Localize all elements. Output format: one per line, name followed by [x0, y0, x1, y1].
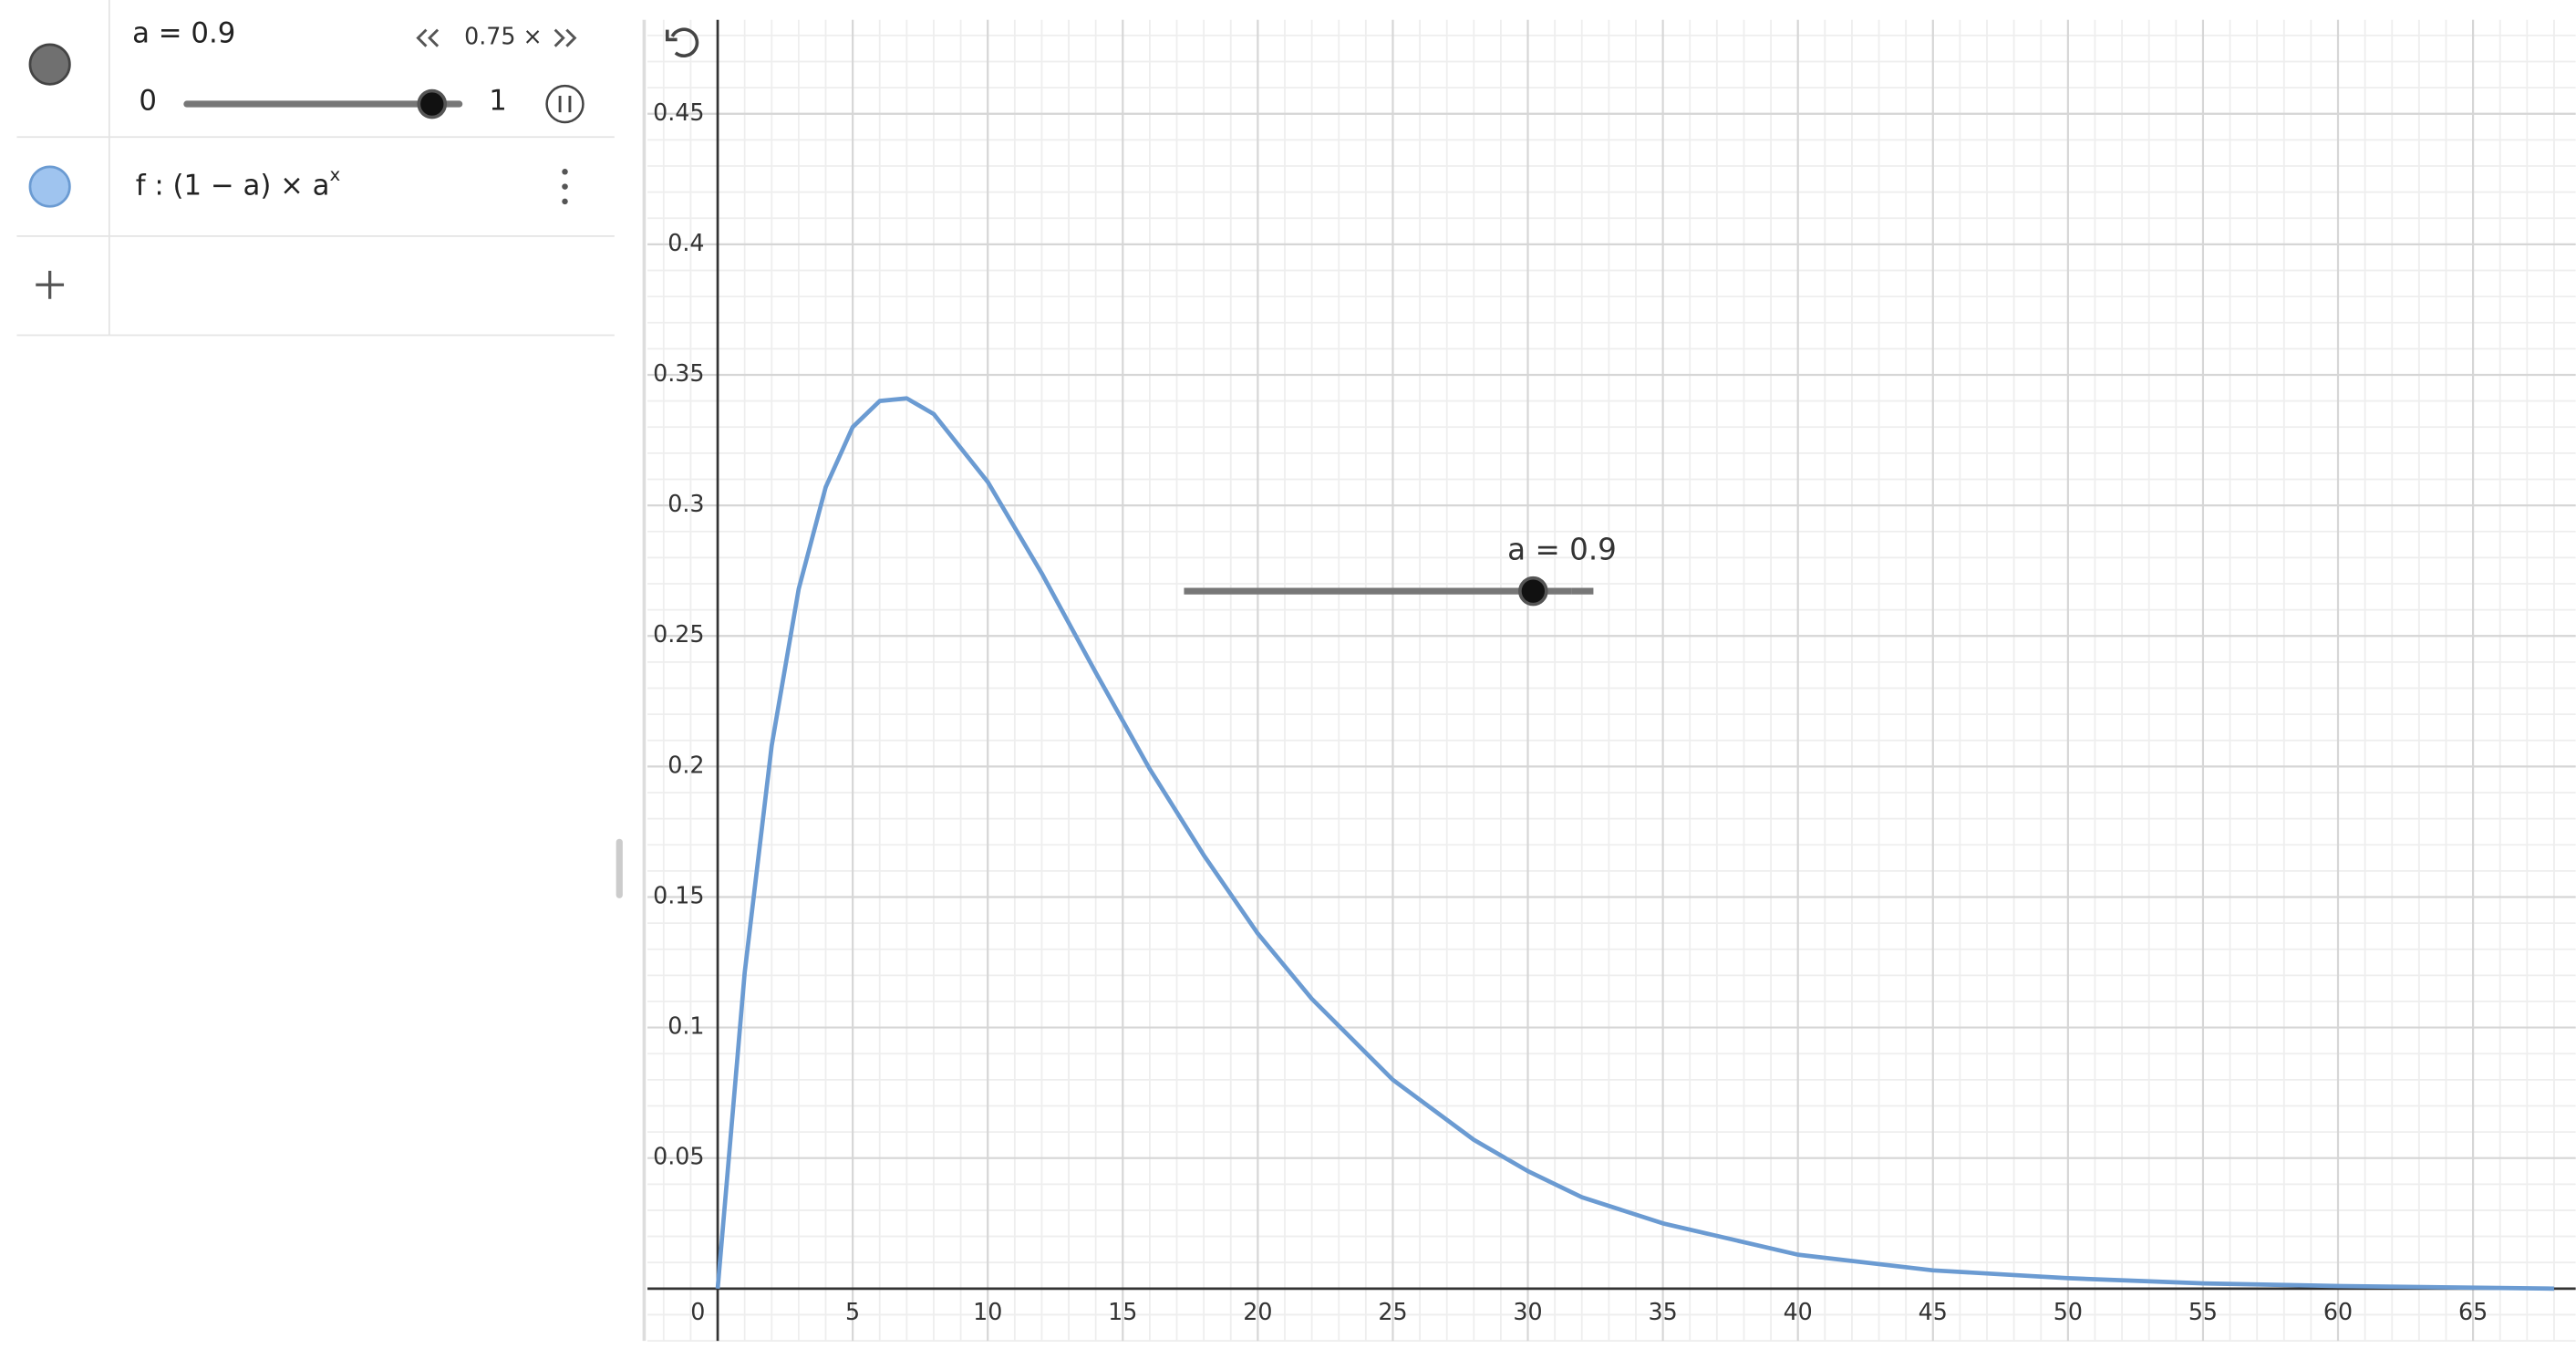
- slider-min: 0: [139, 85, 157, 118]
- x-tick-label: 5: [845, 1298, 860, 1325]
- x-tick-label: 30: [1513, 1298, 1542, 1325]
- x-tick-label: 65: [2458, 1298, 2488, 1325]
- plot: [715, 396, 2554, 1292]
- y-tick-label: 0.35: [653, 359, 704, 387]
- x-tick-label: 40: [1784, 1298, 1813, 1325]
- y-tick-label: 0.4: [667, 229, 704, 256]
- y-tick-label: 0.1: [667, 1012, 704, 1040]
- origin-label: 0: [690, 1298, 705, 1325]
- x-tick-label: 55: [2188, 1298, 2218, 1325]
- y-tick-label: 0.25: [653, 620, 704, 648]
- y-tick-label: 0.15: [653, 881, 704, 908]
- visibility-toggle[interactable]: [28, 165, 71, 208]
- y-tick-label: 0.2: [667, 751, 704, 778]
- undo-button[interactable]: [665, 27, 699, 57]
- y-tick-label: 0.3: [667, 490, 704, 517]
- x-tick-label: 20: [1243, 1298, 1272, 1325]
- add-input[interactable]: [36, 270, 65, 299]
- graph-slider-label: a = 0.9: [1507, 533, 1617, 567]
- x-tick-label: 15: [1108, 1298, 1137, 1325]
- pause-button[interactable]: [545, 84, 585, 124]
- function-exponent: x: [330, 163, 341, 184]
- slider-knob[interactable]: [417, 88, 448, 119]
- graph-slider-knob[interactable]: [1518, 576, 1548, 607]
- x-tick-label: 35: [1649, 1298, 1678, 1325]
- slider-max: 1: [489, 85, 507, 118]
- function-curve: [715, 396, 2554, 1292]
- speed-up[interactable]: [553, 28, 577, 47]
- grid: [647, 19, 2576, 1342]
- x-tick-label: 25: [1378, 1298, 1407, 1325]
- x-tick-label: 60: [2323, 1298, 2353, 1325]
- speed-label[interactable]: 0.75 ×: [464, 23, 543, 50]
- x-tick-label: 45: [1919, 1298, 1948, 1325]
- y-tick-label: 0.45: [653, 99, 704, 126]
- function-expression: f : (1 − a) × a: [136, 169, 330, 202]
- function-definition: f : (1 − a) × ax: [136, 163, 341, 202]
- speed-down[interactable]: [416, 28, 440, 47]
- x-tick-label: 10: [973, 1298, 1002, 1325]
- visibility-toggle[interactable]: [28, 43, 71, 86]
- resize-handle[interactable]: [616, 838, 623, 898]
- algebra-panel: a = 0.9 0.75 × 0 1 f : (1 − a) × ax: [16, 0, 615, 337]
- x-tick-label: 50: [2054, 1298, 2083, 1325]
- more-menu[interactable]: [562, 169, 568, 205]
- y-tick-label: 0.05: [653, 1143, 704, 1170]
- axes: 5 10 15 20 25 30 35 40 45 50 55 60 65 0.05 0.1 0.15 0.2 0…: [647, 19, 2576, 1342]
- slider-label: a = 0.9: [132, 17, 235, 50]
- pause-icon: [558, 96, 572, 113]
